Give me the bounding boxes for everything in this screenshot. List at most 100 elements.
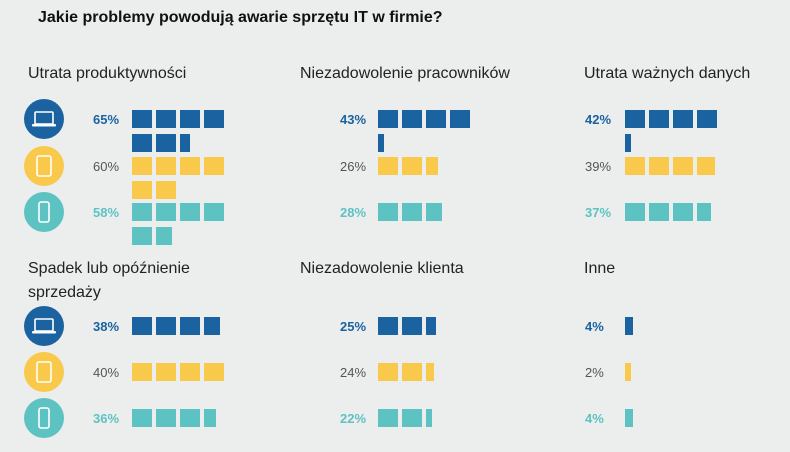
data-label: 36% [93, 411, 119, 426]
bar-block [180, 363, 200, 381]
group-label: Utrata produktywności [28, 65, 186, 82]
bar-block [132, 227, 152, 245]
data-label: 65% [93, 112, 119, 127]
data-label: 42% [585, 112, 611, 127]
data-label: 43% [340, 112, 366, 127]
bar-block [426, 110, 446, 128]
data-label: 2% [585, 365, 604, 380]
bar-block [402, 203, 422, 221]
bar-block [204, 110, 224, 128]
bar-block [402, 110, 422, 128]
bar-block [673, 110, 693, 128]
phone-icon [38, 407, 50, 429]
data-label: 4% [585, 319, 604, 334]
data-label: 39% [585, 159, 611, 174]
bar-block [625, 110, 645, 128]
bar-block [378, 203, 398, 221]
bar-block [132, 409, 152, 427]
group-label: sprzedaży [28, 284, 101, 301]
tablet-icon-circle [24, 352, 64, 392]
bar-block [378, 317, 398, 335]
tablet-icon-circle [24, 146, 64, 186]
group-label: Spadek lub opóźnienie [28, 260, 190, 277]
bar-block [156, 203, 176, 221]
bar-block [378, 409, 398, 427]
bar-block [180, 409, 200, 427]
bar-block [625, 134, 631, 152]
chart-title: Jakie problemy powodują awarie sprzętu I… [38, 9, 443, 26]
data-label: 22% [340, 411, 366, 426]
bar-block [132, 203, 152, 221]
bar-block [625, 203, 645, 221]
data-label: 37% [585, 205, 611, 220]
bar-block [649, 110, 669, 128]
bar-block [649, 157, 669, 175]
bar-block [204, 317, 220, 335]
tablet-icon [36, 361, 52, 383]
laptop-base-icon [32, 331, 56, 334]
bar-block [156, 317, 176, 335]
bar-block [426, 409, 432, 427]
data-label: 28% [340, 205, 366, 220]
bar-block [180, 110, 200, 128]
bar-block [450, 110, 470, 128]
laptop-base-icon [32, 124, 56, 127]
bar-block [378, 110, 398, 128]
bar-block [156, 409, 176, 427]
data-label: 60% [93, 159, 119, 174]
bar-block [402, 317, 422, 335]
data-label: 25% [340, 319, 366, 334]
bar-block [426, 203, 442, 221]
group-label: Utrata ważnych danych [584, 65, 750, 82]
bar-block [625, 157, 645, 175]
data-label: 58% [93, 205, 119, 220]
bar-block [426, 317, 436, 335]
bar-block [132, 157, 152, 175]
bar-block [204, 409, 216, 427]
bar-block [402, 157, 422, 175]
bar-block [402, 409, 422, 427]
data-label: 4% [585, 411, 604, 426]
bar-block [402, 363, 422, 381]
bar-block [180, 157, 200, 175]
bar-block [156, 110, 176, 128]
bar-block [697, 110, 717, 128]
bar-block [426, 363, 434, 381]
bar-block [156, 134, 176, 152]
data-label: 24% [340, 365, 366, 380]
group-label: Inne [584, 260, 615, 277]
phone-icon-circle [24, 398, 64, 438]
bar-block [673, 203, 693, 221]
phone-icon [38, 201, 50, 223]
data-label: 40% [93, 365, 119, 380]
data-label: 26% [340, 159, 366, 174]
bar-block [156, 157, 176, 175]
laptop-icon-circle [24, 99, 64, 139]
bar-block [204, 157, 224, 175]
bar-block [625, 317, 633, 335]
laptop-icon-circle [24, 306, 64, 346]
bar-block [426, 157, 438, 175]
bar-block [132, 317, 152, 335]
bar-block [180, 203, 200, 221]
bar-block [378, 157, 398, 175]
group-label: Niezadowolenie klienta [300, 260, 464, 277]
bar-block [625, 363, 631, 381]
bar-block [132, 363, 152, 381]
bar-block [156, 181, 176, 199]
bar-block [625, 409, 633, 427]
phone-icon-circle [24, 192, 64, 232]
bar-block [378, 363, 398, 381]
bar-block [378, 134, 384, 152]
bar-block [156, 227, 172, 245]
bar-block [673, 157, 693, 175]
data-label: 38% [93, 319, 119, 334]
bar-block [204, 363, 224, 381]
bar-block [156, 363, 176, 381]
bar-block [132, 110, 152, 128]
bar-block [132, 134, 152, 152]
bar-block [649, 203, 669, 221]
bar-block [180, 317, 200, 335]
bar-block [132, 181, 152, 199]
